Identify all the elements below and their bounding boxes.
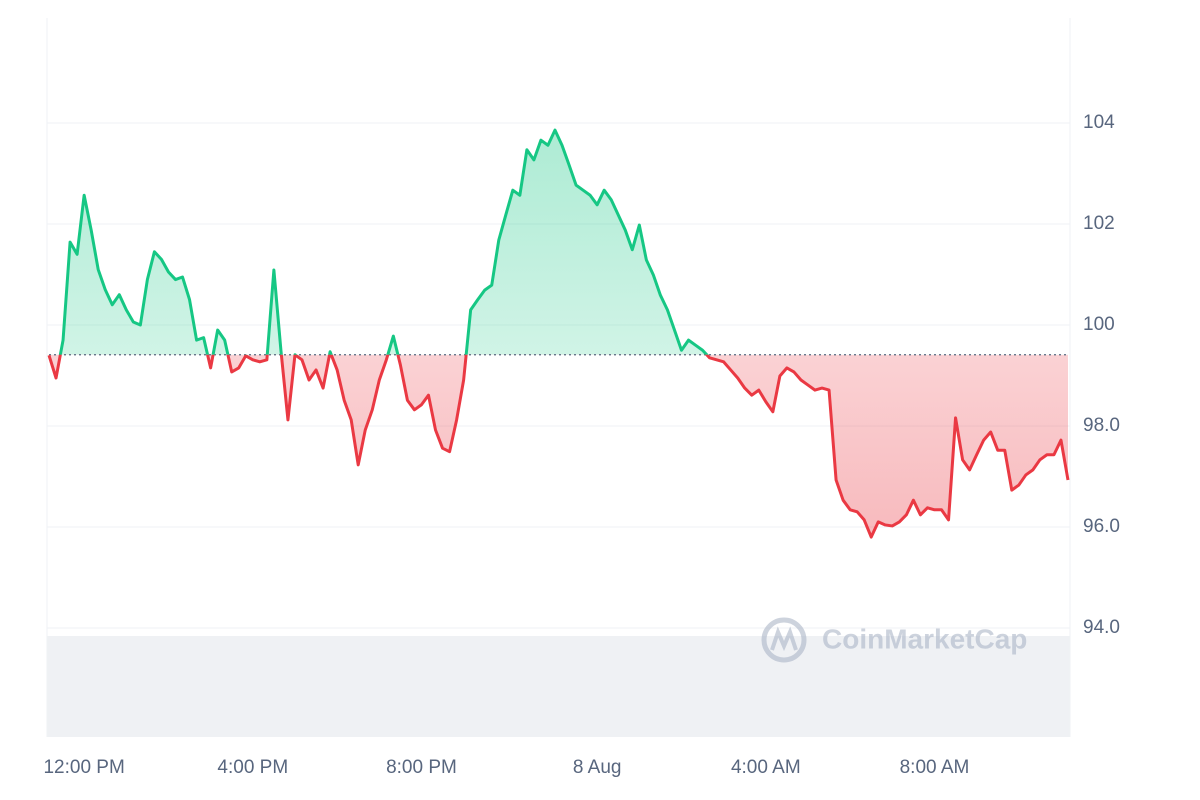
y-tick-label: 102	[1083, 213, 1115, 234]
y-tick-label: 96.0	[1083, 516, 1120, 537]
x-tick-label: 8:00 AM	[900, 757, 970, 778]
watermark-logo	[761, 617, 807, 663]
x-tick-label: 8 Aug	[573, 757, 622, 778]
x-tick-label: 4:00 PM	[217, 757, 288, 778]
y-tick-label: 94.0	[1083, 617, 1120, 638]
area-down	[49, 354, 1068, 538]
watermark-logo	[770, 626, 798, 652]
volume-background	[47, 636, 1070, 737]
x-tick-label: 4:00 AM	[731, 757, 801, 778]
area-up	[60, 130, 707, 355]
plot-area: 94.0 96.0 98.0 100 102 104 12:00 PM 4:00 PM 8:00…	[43, 112, 1120, 778]
watermark-text: CoinMarketCap	[822, 623, 1027, 654]
y-tick-label: 100	[1083, 314, 1115, 335]
x-tick-label: 12:00 PM	[43, 757, 124, 778]
x-tick-label: 8:00 PM	[386, 757, 457, 778]
price-line-down	[47, 354, 1070, 539]
y-tick-label: 98.0	[1083, 415, 1120, 436]
y-tick-label: 104	[1083, 112, 1115, 133]
watermark: CoinMarketCap	[761, 617, 1027, 663]
price-line-up	[58, 128, 709, 355]
